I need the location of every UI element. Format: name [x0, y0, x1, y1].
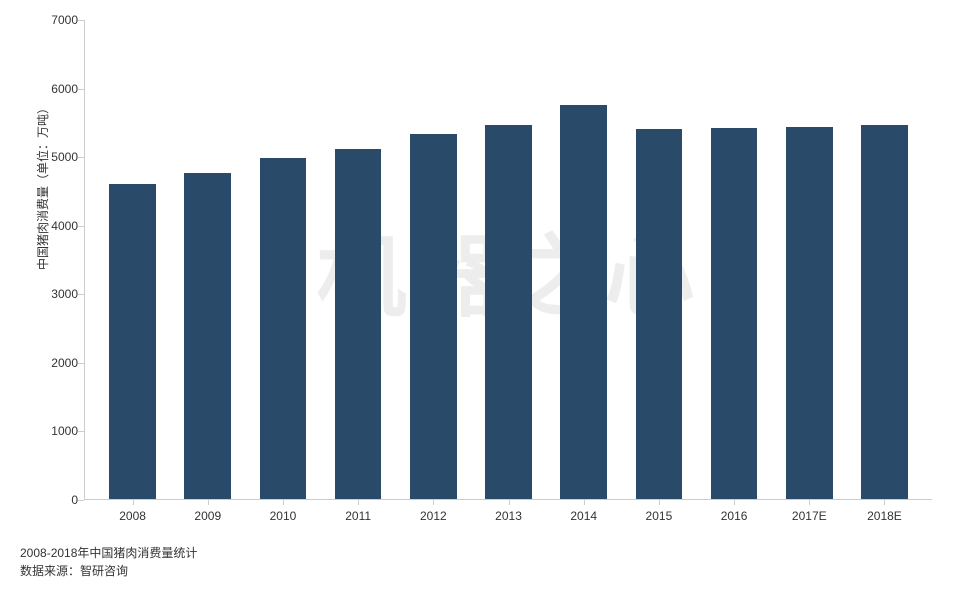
- y-tick: [78, 294, 84, 295]
- bar-slot: 2017E: [772, 20, 847, 499]
- bar: [560, 105, 607, 499]
- x-tick: [433, 499, 434, 505]
- y-tick-label: 3000: [18, 287, 78, 301]
- x-tick-label: 2011: [345, 509, 371, 523]
- bar-slot: 2016: [697, 20, 772, 499]
- bar-slot: 2008: [95, 20, 170, 499]
- x-tick: [509, 499, 510, 505]
- x-tick: [734, 499, 735, 505]
- x-tick: [884, 499, 885, 505]
- x-tick-label: 2009: [194, 509, 221, 523]
- y-tick-label: 5000: [18, 150, 78, 164]
- chart-caption: 2008-2018年中国猪肉消费量统计 数据来源：智研咨询: [20, 544, 197, 580]
- bar-slot: 2009: [170, 20, 245, 499]
- bar-slot: 2014: [546, 20, 621, 499]
- bar-slot: 2015: [621, 20, 696, 499]
- x-tick-label: 2017E: [792, 509, 827, 523]
- x-tick-label: 2016: [721, 509, 748, 523]
- y-tick-label: 7000: [18, 13, 78, 27]
- bar: [410, 134, 457, 499]
- bar-slot: 2010: [245, 20, 320, 499]
- x-tick: [283, 499, 284, 505]
- bar: [861, 125, 908, 499]
- bar-slot: 2013: [471, 20, 546, 499]
- bar-slot: 2011: [321, 20, 396, 499]
- y-tick: [78, 226, 84, 227]
- y-tick: [78, 20, 84, 21]
- caption-source: 数据来源：智研咨询: [20, 562, 197, 580]
- y-axis-label: 中国猪肉消费量（单位：万吨）: [34, 102, 51, 270]
- y-tick-label: 6000: [18, 82, 78, 96]
- bar-slot: 2018E: [847, 20, 922, 499]
- y-tick: [78, 89, 84, 90]
- x-tick: [358, 499, 359, 505]
- y-tick: [78, 431, 84, 432]
- bar: [109, 184, 156, 499]
- x-tick-label: 2014: [570, 509, 597, 523]
- x-tick-label: 2010: [270, 509, 297, 523]
- x-tick: [208, 499, 209, 505]
- x-tick: [659, 499, 660, 505]
- x-tick-label: 2013: [495, 509, 522, 523]
- x-tick-label: 2012: [420, 509, 447, 523]
- bar: [260, 158, 307, 499]
- y-tick-label: 4000: [18, 219, 78, 233]
- bars-group: 2008200920102011201220132014201520162017…: [85, 20, 932, 499]
- x-tick: [133, 499, 134, 505]
- caption-title: 2008-2018年中国猪肉消费量统计: [20, 544, 197, 562]
- bar: [184, 173, 231, 499]
- bar: [636, 129, 683, 499]
- x-tick-label: 2018E: [867, 509, 902, 523]
- y-tick-label: 2000: [18, 356, 78, 370]
- x-tick: [584, 499, 585, 505]
- bar: [485, 125, 532, 499]
- x-tick: [809, 499, 810, 505]
- y-tick: [78, 363, 84, 364]
- x-tick-label: 2008: [119, 509, 146, 523]
- chart-container: 机器之心 20082009201020112012201320142015201…: [84, 20, 932, 530]
- plot-area: 机器之心 20082009201020112012201320142015201…: [84, 20, 932, 500]
- y-tick: [78, 157, 84, 158]
- bar: [711, 128, 758, 499]
- bar: [786, 127, 833, 499]
- x-tick-label: 2015: [646, 509, 673, 523]
- y-tick: [78, 500, 84, 501]
- bar: [335, 149, 382, 499]
- y-tick-label: 1000: [18, 424, 78, 438]
- y-tick-label: 0: [18, 493, 78, 507]
- bar-slot: 2012: [396, 20, 471, 499]
